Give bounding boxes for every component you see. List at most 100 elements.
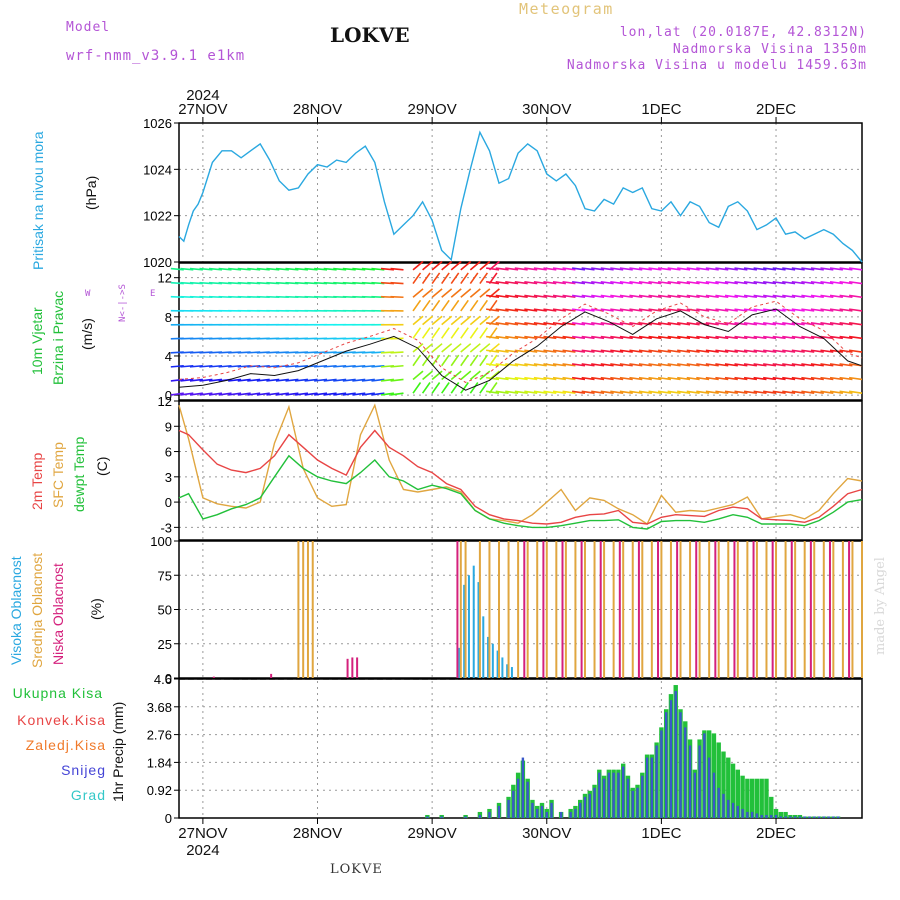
top-date-label: 1DEC [641, 101, 681, 118]
cloud-low-bar [828, 541, 831, 678]
wind-speed-line [178, 308, 863, 391]
wind-barb [724, 294, 738, 299]
wind-barb [552, 267, 566, 271]
wind-barb [820, 322, 834, 326]
wind-barb [552, 376, 566, 381]
wind-barb [849, 267, 863, 271]
wind-barb [323, 364, 337, 368]
cloud-mid-bar [574, 541, 577, 678]
wind-barb [753, 322, 767, 326]
cloud-high-bar [491, 643, 494, 678]
precip-snow-bar [540, 805, 544, 818]
wind-barb [763, 294, 777, 299]
wind-barb [505, 294, 519, 299]
cloud-low-bar [351, 657, 354, 678]
cloud-low-bar [346, 658, 349, 678]
wind-barb [734, 280, 748, 285]
wind-barb [638, 335, 652, 340]
wind-barb [581, 280, 595, 285]
y-tick-label: 100 [150, 534, 172, 549]
wind-barb [412, 288, 424, 298]
wind-barb [849, 308, 863, 312]
precip-total-bar [735, 769, 741, 818]
wind-barb [829, 322, 844, 326]
wind-barb [648, 335, 662, 340]
wind-barb [505, 376, 519, 381]
wind-barb [524, 363, 538, 367]
lonlat-label: lon,lat (20.0187E, 42.8312N) [619, 25, 867, 40]
wind-barb [820, 335, 834, 340]
wind-barb [495, 308, 509, 312]
wind-barb [629, 280, 643, 285]
wind-barb [450, 327, 460, 339]
wind-barb [431, 288, 443, 298]
wind-barb [677, 322, 691, 326]
legend-konvek-kisa: Konvek.Kisa [17, 712, 106, 728]
wind-barb [753, 390, 767, 394]
cloud-mid-bar [297, 541, 300, 678]
wind-barb [247, 267, 261, 271]
cloud-mid-bar [555, 541, 558, 678]
wind-barb [361, 378, 375, 382]
wind-barb [479, 343, 491, 353]
wind-barb [228, 364, 242, 368]
cloud-mid-bar [478, 541, 481, 678]
wind-barb [839, 376, 853, 381]
wind-barb [581, 294, 595, 299]
cloud-low-bar [733, 541, 736, 678]
wind-barb [333, 267, 347, 271]
wind-barb [753, 294, 767, 299]
wind-barb [514, 349, 528, 353]
wind-barb [686, 322, 700, 326]
wind-barb [600, 308, 614, 312]
wind-barb [514, 376, 528, 381]
wind-barb [495, 294, 509, 299]
wind-barb [431, 315, 443, 326]
precip-snow-bar [827, 816, 830, 818]
wind-barb [495, 376, 509, 381]
wind-barb [256, 267, 270, 271]
precip-snow-bar [617, 772, 620, 818]
wind-barb [705, 335, 719, 340]
precip-snow-bar [569, 811, 572, 818]
cloud-low-bar [523, 541, 526, 678]
cloud-high-bar [487, 636, 490, 678]
wind-barb [422, 260, 434, 271]
wind-barb [686, 280, 700, 285]
wind-barb [486, 294, 500, 299]
wind-barb [505, 267, 519, 271]
wind-barb [791, 267, 805, 271]
wind-barb [495, 363, 509, 367]
wind-barb [581, 390, 595, 394]
wind-barb [247, 378, 261, 382]
wind-barb [638, 267, 652, 271]
wind-barb [208, 364, 223, 368]
wind-barb [629, 294, 643, 299]
wind-barb [479, 272, 489, 285]
wind-barb [772, 349, 786, 353]
wind-barb [552, 280, 566, 285]
wind-barb [390, 267, 404, 271]
wind-barb [486, 349, 500, 353]
wind-barb [479, 354, 489, 367]
wind-barb [619, 308, 633, 312]
wind-barb [715, 335, 729, 340]
precip-snow-bar [770, 814, 773, 818]
wind-barb [421, 299, 431, 312]
wind-barb [782, 322, 796, 326]
wind-barb [638, 390, 652, 394]
wind-barb [218, 267, 232, 271]
wind-barb [581, 308, 595, 312]
cloud-mid-bar [564, 541, 567, 678]
wind-barb [619, 349, 633, 353]
wind-barb [571, 322, 586, 326]
wind-barb [610, 363, 624, 367]
wind-barb [591, 294, 605, 299]
wind-barb [829, 267, 844, 271]
wind-barb [412, 315, 424, 326]
cloud-low-bar [714, 541, 717, 678]
wind-barb [677, 335, 691, 340]
wind-barb [657, 322, 672, 326]
cloud-mid-bar [727, 541, 730, 678]
wind-barb [715, 308, 729, 312]
